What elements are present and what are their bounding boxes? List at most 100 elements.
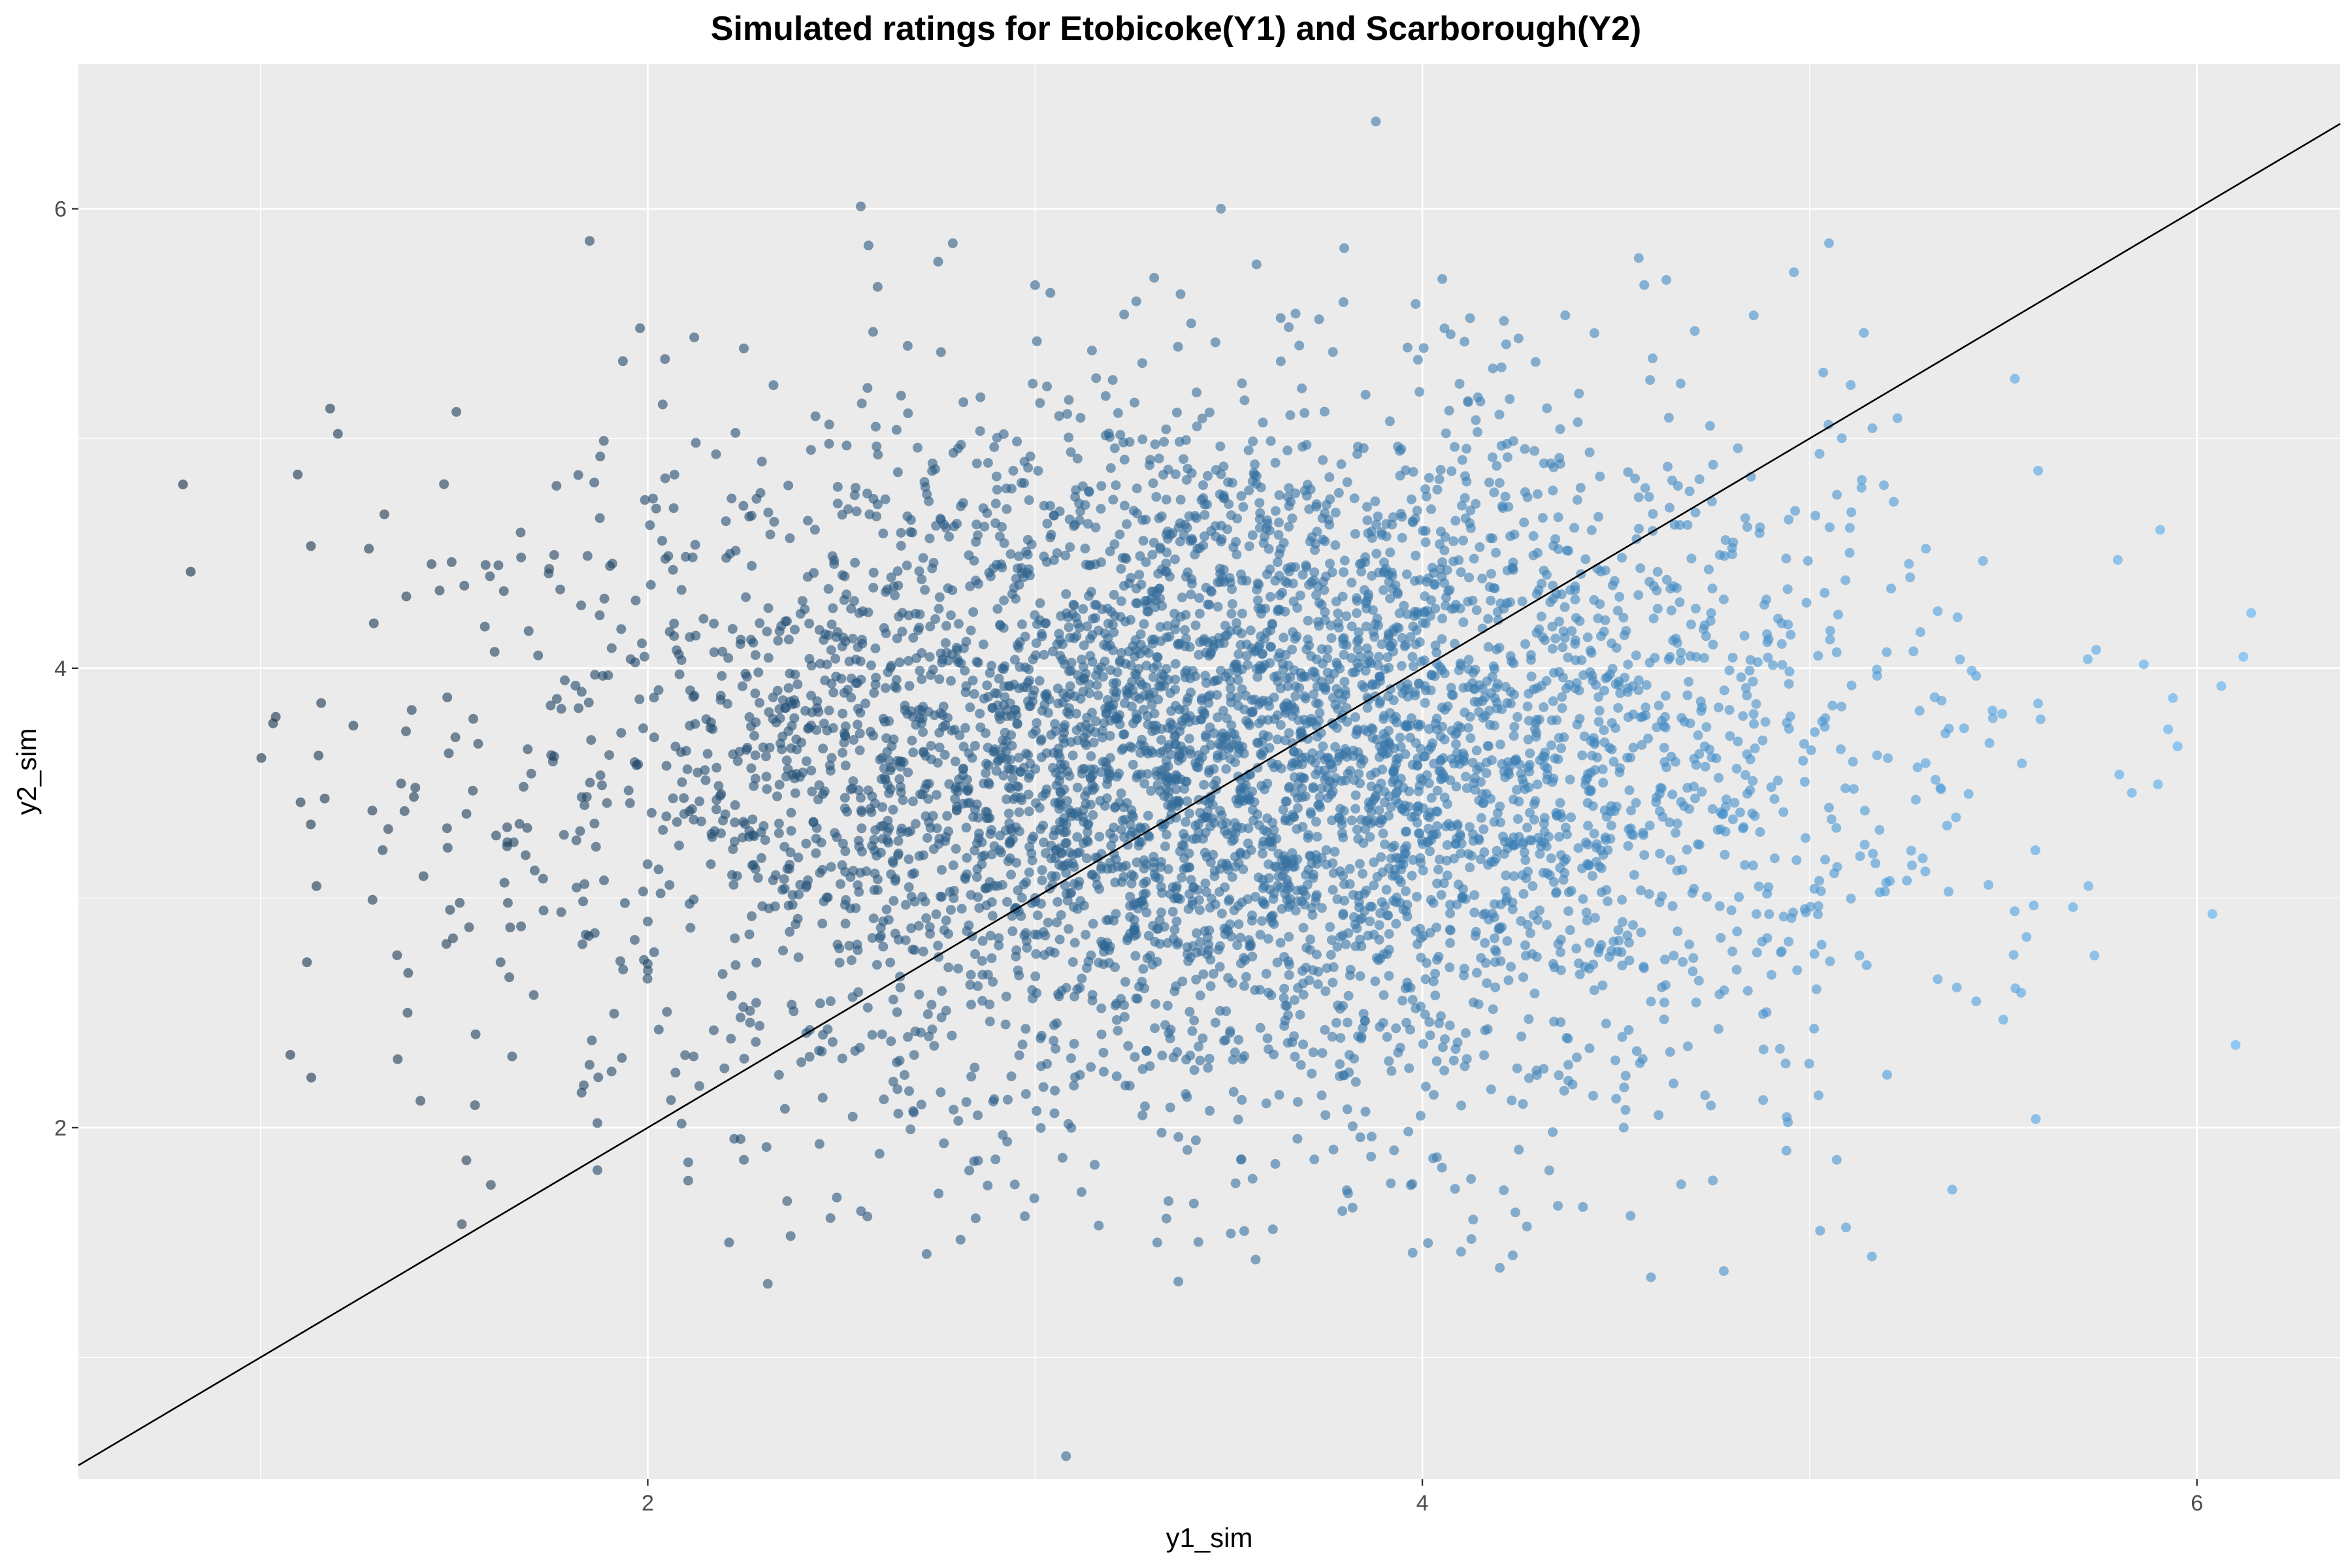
data-point [1335, 932, 1345, 942]
data-point [1222, 524, 1233, 534]
data-point [953, 657, 964, 667]
data-point [1117, 877, 1127, 887]
data-point [1031, 949, 1041, 959]
data-point [516, 552, 527, 563]
data-point [1021, 748, 1032, 759]
data-point [824, 706, 834, 715]
data-point [1100, 628, 1110, 638]
data-point [1169, 924, 1180, 935]
data-point [1218, 638, 1229, 648]
data-point [446, 557, 457, 567]
data-point [1282, 563, 1293, 574]
data-point [1051, 871, 1061, 881]
data-point [971, 536, 981, 547]
data-point [1195, 1055, 1205, 1066]
data-point [1075, 896, 1086, 906]
data-point [1633, 675, 1644, 685]
data-point [1278, 664, 1288, 675]
data-point [1639, 850, 1650, 860]
data-point [1036, 824, 1046, 834]
data-point [1154, 915, 1165, 926]
data-point [1148, 672, 1158, 682]
data-point [1275, 720, 1286, 730]
data-point [1531, 1066, 1542, 1075]
data-point [1337, 828, 1347, 838]
data-point [1892, 413, 1903, 423]
data-point [975, 392, 986, 402]
data-point [948, 860, 958, 870]
data-point [840, 792, 850, 803]
data-point [499, 877, 510, 888]
data-point [676, 1119, 687, 1129]
data-point [825, 1213, 836, 1223]
data-point [826, 753, 837, 763]
data-point [1445, 925, 1456, 936]
data-point [1777, 660, 1788, 670]
data-point [804, 723, 814, 733]
data-point [1285, 410, 1296, 420]
data-point [1638, 828, 1648, 838]
data-point [1708, 640, 1718, 650]
data-point [1615, 688, 1625, 698]
data-point [1068, 750, 1078, 760]
data-point [825, 996, 836, 1006]
data-point [893, 850, 903, 860]
data-point [2029, 900, 2039, 911]
data-point [1593, 512, 1603, 522]
data-point [881, 628, 891, 638]
data-point [1088, 810, 1098, 820]
data-point [1595, 471, 1605, 482]
data-point [992, 881, 1003, 891]
data-point [1222, 630, 1232, 640]
data-point [1022, 549, 1033, 560]
data-point [1273, 676, 1283, 687]
data-point [1823, 419, 1834, 430]
data-point [508, 837, 519, 847]
data-point [1125, 912, 1135, 922]
data-point [1984, 880, 1994, 890]
data-point [1082, 786, 1092, 796]
data-point [1654, 1110, 1664, 1120]
data-point [1769, 794, 1780, 804]
data-point [1290, 862, 1300, 872]
data-point [1783, 619, 1793, 630]
data-point [837, 1053, 847, 1064]
data-point [1650, 653, 1660, 663]
data-point [1236, 569, 1246, 580]
data-point [1332, 941, 1343, 952]
data-point [828, 723, 838, 733]
data-point [1100, 801, 1110, 811]
data-point [868, 913, 879, 924]
data-point [1060, 860, 1070, 870]
data-point [1338, 908, 1348, 919]
data-point [913, 625, 923, 636]
data-point [753, 667, 764, 678]
data-point [1194, 593, 1204, 603]
data-point [1194, 750, 1204, 760]
data-point [1302, 480, 1313, 490]
data-point [1141, 876, 1151, 887]
data-point [1057, 1152, 1068, 1163]
data-point [1420, 537, 1431, 547]
data-point [948, 448, 958, 458]
data-point [949, 1104, 959, 1115]
data-point [952, 804, 962, 815]
data-point [1126, 572, 1136, 583]
data-point [929, 1041, 939, 1051]
data-point [909, 1050, 919, 1060]
data-point [617, 356, 628, 367]
data-point [1032, 619, 1042, 629]
data-point [1463, 682, 1473, 693]
data-point [900, 935, 911, 945]
data-point [1141, 682, 1152, 693]
data-point [1624, 785, 1635, 796]
data-point [396, 778, 406, 789]
data-point [949, 725, 960, 735]
data-point [1628, 742, 1639, 753]
data-point [1345, 766, 1356, 776]
data-point [1675, 378, 1686, 389]
data-point [1336, 459, 1347, 469]
data-point [1548, 696, 1558, 706]
data-point [1061, 589, 1071, 599]
data-point [595, 610, 605, 621]
